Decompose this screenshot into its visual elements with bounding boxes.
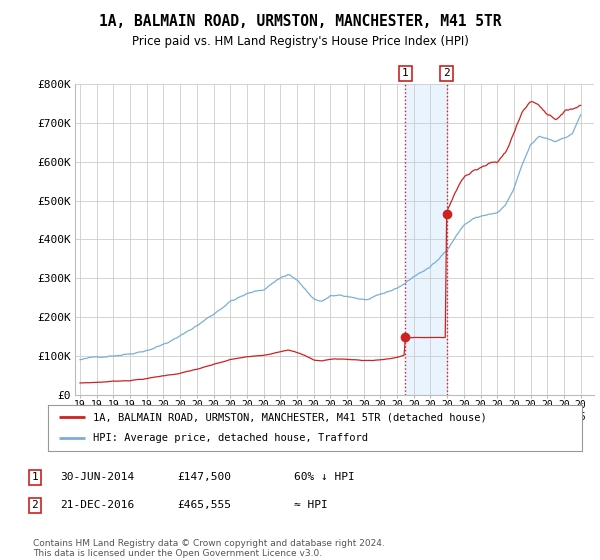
Text: 1A, BALMAIN ROAD, URMSTON, MANCHESTER, M41 5TR: 1A, BALMAIN ROAD, URMSTON, MANCHESTER, M… xyxy=(99,14,501,29)
Text: HPI: Average price, detached house, Trafford: HPI: Average price, detached house, Traf… xyxy=(94,433,368,444)
Text: Contains HM Land Registry data © Crown copyright and database right 2024.: Contains HM Land Registry data © Crown c… xyxy=(33,539,385,548)
Text: 1: 1 xyxy=(402,68,409,78)
Text: £147,500: £147,500 xyxy=(177,472,231,482)
Text: ≈ HPI: ≈ HPI xyxy=(294,500,328,510)
Text: 2: 2 xyxy=(31,500,38,510)
Text: 1A, BALMAIN ROAD, URMSTON, MANCHESTER, M41 5TR (detached house): 1A, BALMAIN ROAD, URMSTON, MANCHESTER, M… xyxy=(94,412,487,422)
Text: 21-DEC-2016: 21-DEC-2016 xyxy=(60,500,134,510)
Text: Price paid vs. HM Land Registry's House Price Index (HPI): Price paid vs. HM Land Registry's House … xyxy=(131,35,469,48)
Text: 2: 2 xyxy=(443,68,450,78)
Text: 1: 1 xyxy=(31,472,38,482)
Text: This data is licensed under the Open Government Licence v3.0.: This data is licensed under the Open Gov… xyxy=(33,549,322,558)
Bar xyxy=(406,84,446,395)
Text: 60% ↓ HPI: 60% ↓ HPI xyxy=(294,472,355,482)
Text: £465,555: £465,555 xyxy=(177,500,231,510)
Text: 30-JUN-2014: 30-JUN-2014 xyxy=(60,472,134,482)
